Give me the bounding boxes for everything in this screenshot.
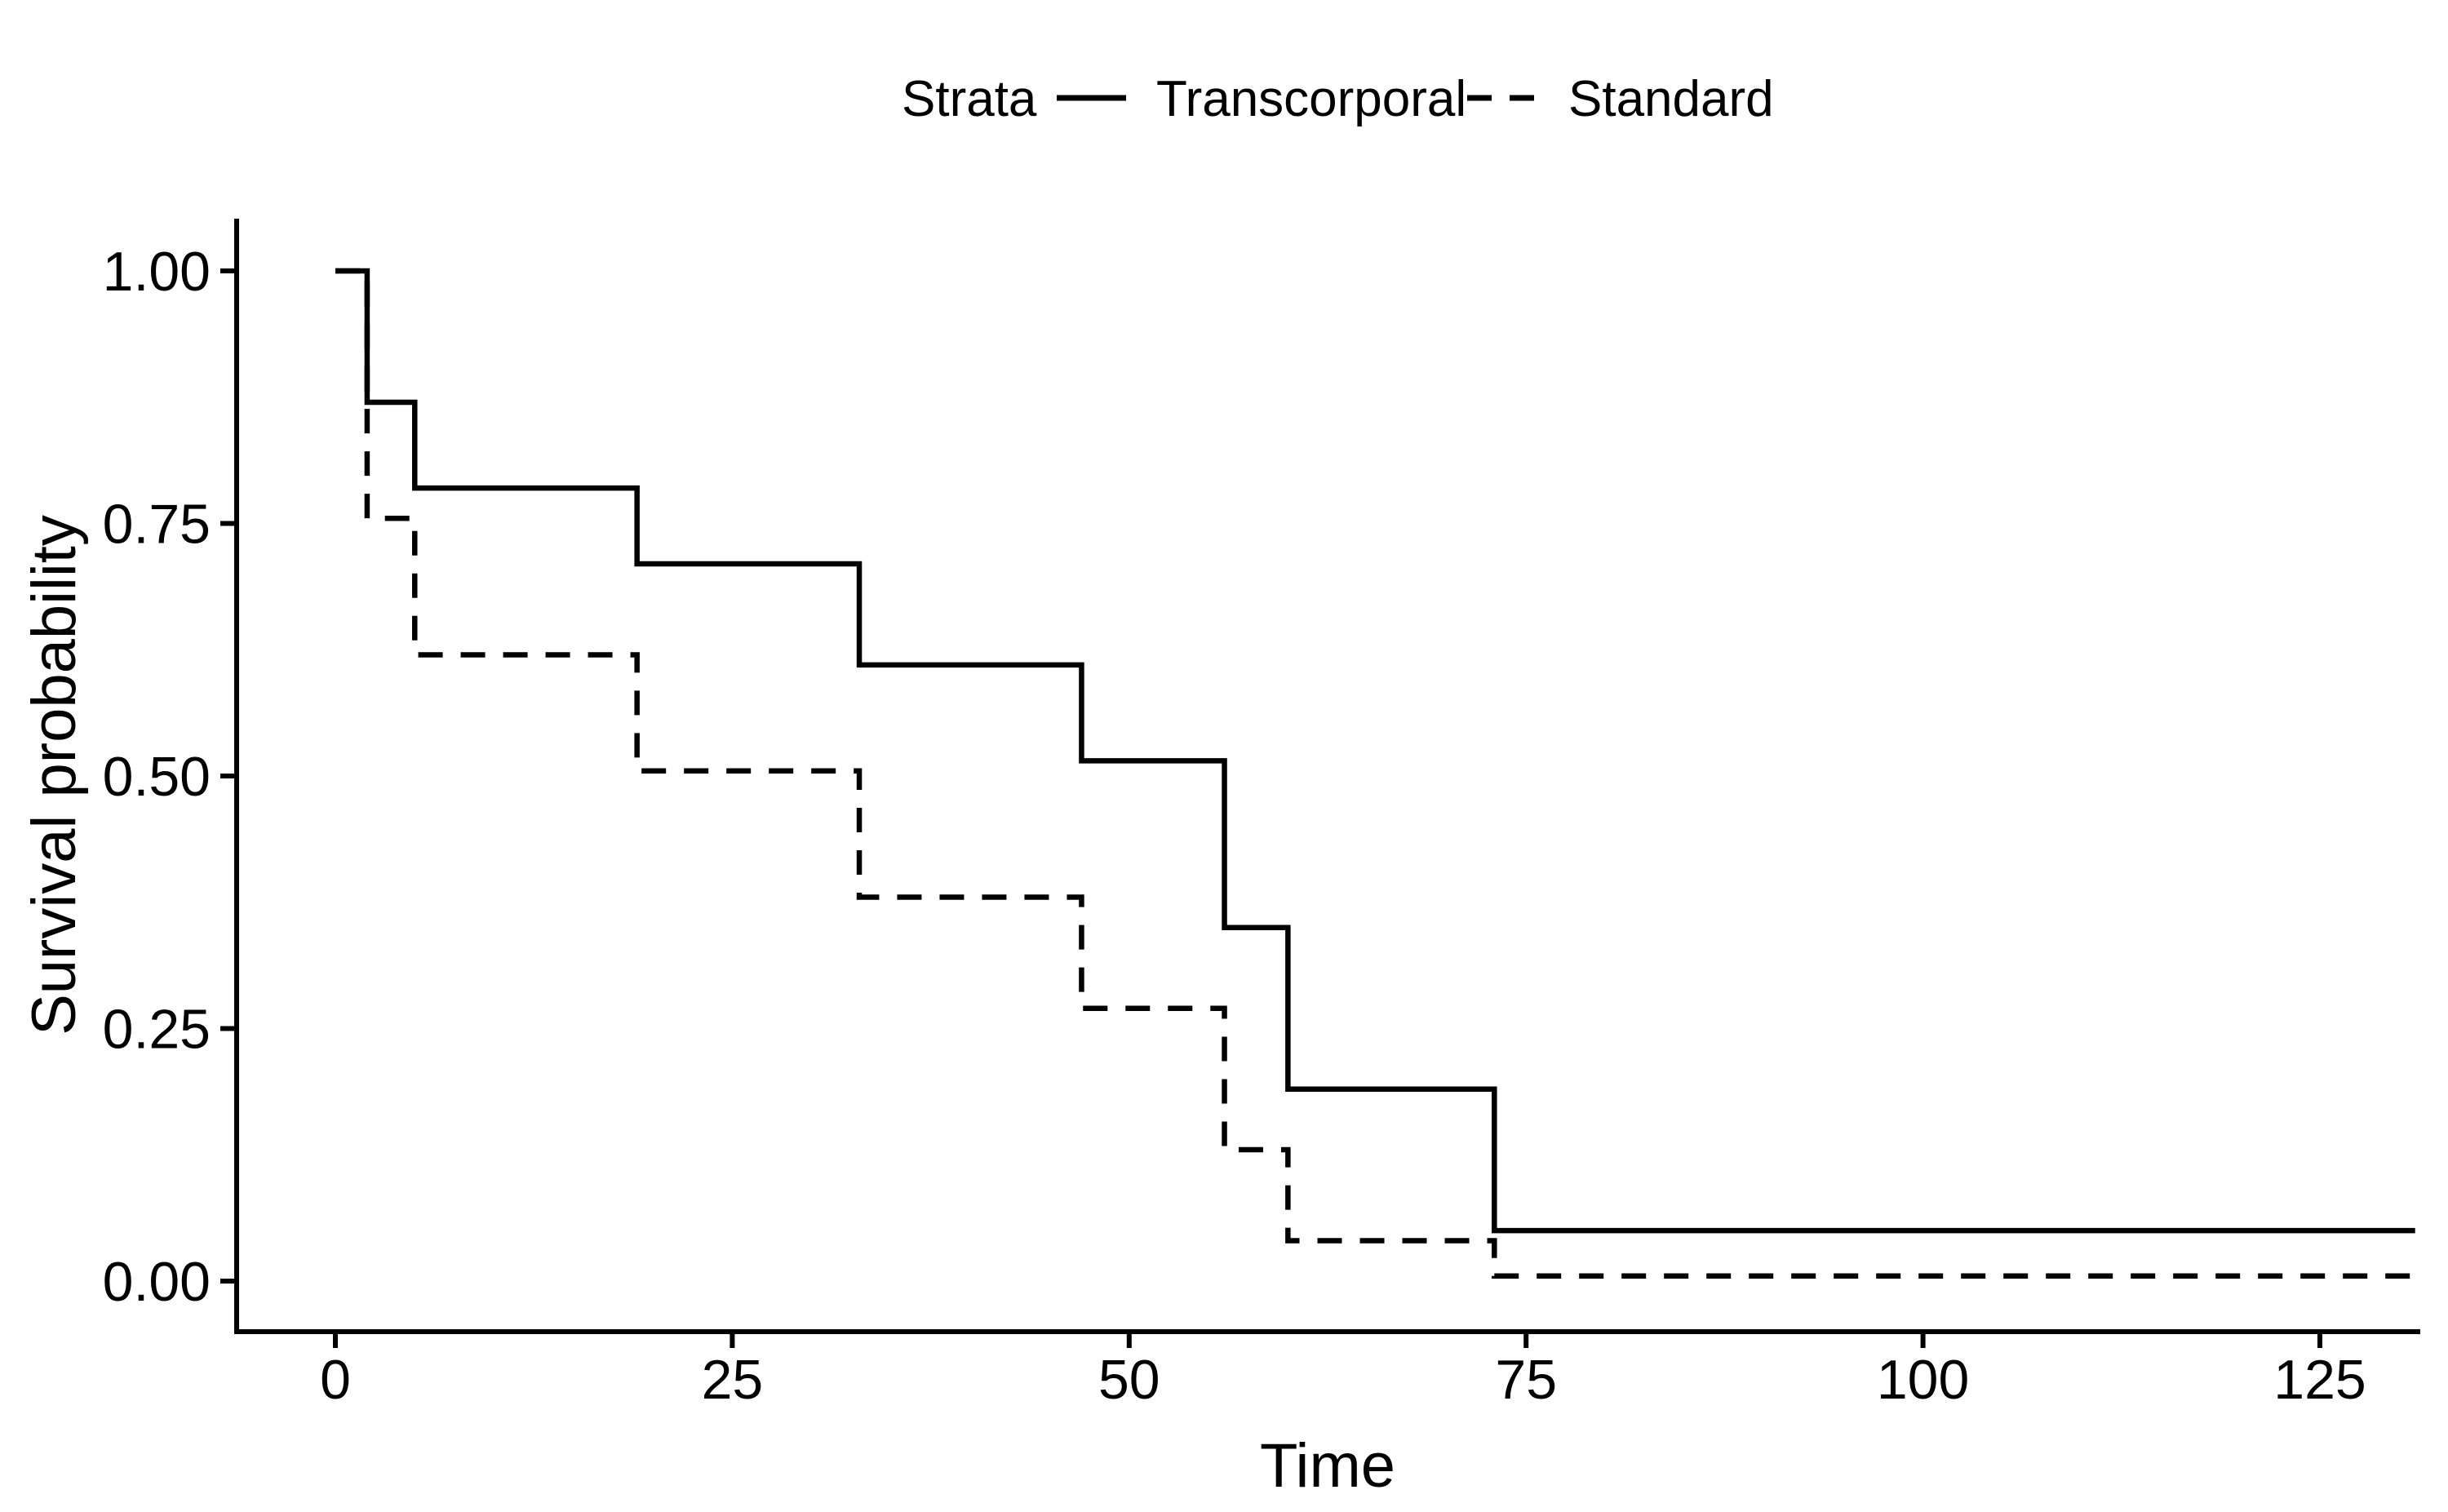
y-tick-label: 1.00: [103, 241, 211, 303]
series-standard-line: [335, 268, 2415, 1279]
survival-curves: [335, 268, 2415, 1279]
y-axis-ticks: 0.00 0.25 0.50 0.75 1.00: [103, 241, 237, 1313]
legend-title: Strata: [902, 71, 1037, 127]
y-tick-label: 0.50: [103, 746, 211, 808]
y-tick-label: 0.00: [103, 1251, 211, 1313]
legend-entry-standard: Standard: [1568, 71, 1774, 127]
x-tick-label: 75: [1495, 1349, 1557, 1411]
x-tick-label: 0: [320, 1349, 351, 1411]
legend: Strata Transcorporal Standard: [902, 71, 1774, 127]
y-tick-label: 0.25: [103, 998, 211, 1060]
x-axis-ticks: 0 25 50 75 100 125: [320, 1332, 2366, 1411]
x-axis-title: Time: [1260, 1431, 1395, 1501]
x-tick-label: 125: [2273, 1349, 2366, 1411]
x-tick-label: 50: [1098, 1349, 1160, 1411]
legend-entry-transcorporal: Transcorporal: [1156, 71, 1466, 127]
x-tick-label: 25: [702, 1349, 764, 1411]
y-tick-label: 0.75: [103, 493, 211, 555]
x-tick-label: 100: [1877, 1349, 1969, 1411]
series-transcorporal-line: [335, 268, 2415, 1234]
y-axis-title: Survival probability: [20, 515, 89, 1035]
